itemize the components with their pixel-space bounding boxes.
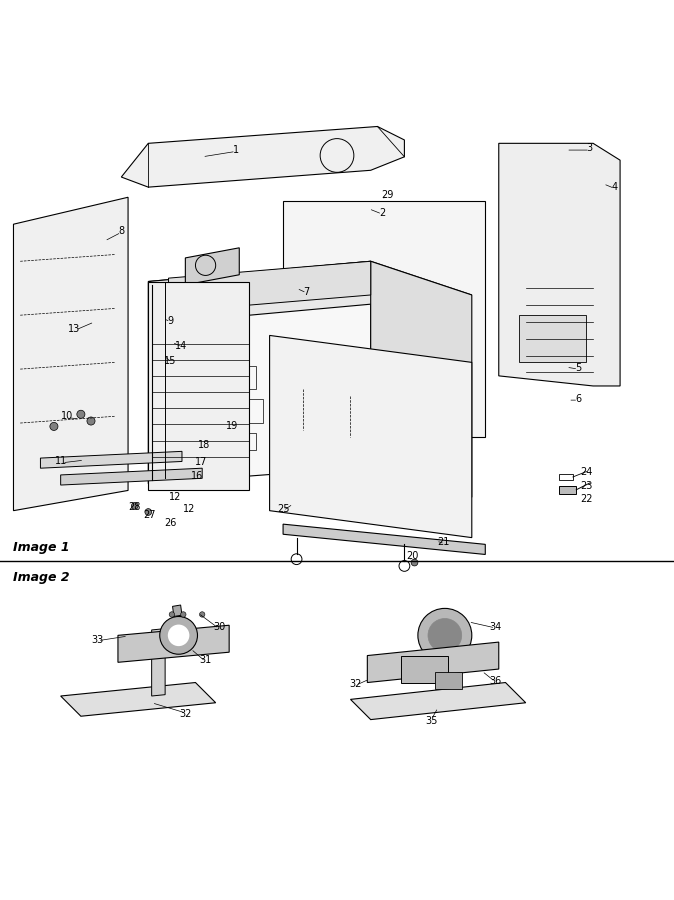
- Bar: [435, 672, 462, 689]
- Bar: [337, 309, 377, 338]
- Polygon shape: [499, 143, 620, 386]
- Text: 21: 21: [437, 537, 450, 547]
- Polygon shape: [152, 628, 165, 696]
- Bar: [519, 315, 586, 363]
- Polygon shape: [185, 248, 239, 285]
- Circle shape: [411, 559, 418, 566]
- Text: 7: 7: [303, 286, 310, 297]
- Circle shape: [145, 508, 152, 516]
- Polygon shape: [148, 261, 371, 483]
- Text: Image 2: Image 2: [13, 572, 70, 584]
- Polygon shape: [367, 642, 499, 682]
- Bar: [559, 486, 576, 494]
- Text: 13: 13: [68, 324, 80, 334]
- Text: 8: 8: [118, 226, 125, 236]
- Text: 31: 31: [200, 655, 212, 665]
- Circle shape: [169, 612, 175, 617]
- Text: 29: 29: [381, 190, 394, 200]
- Text: 23: 23: [580, 481, 592, 491]
- Polygon shape: [118, 626, 229, 662]
- Circle shape: [200, 612, 205, 617]
- Circle shape: [181, 612, 186, 617]
- Polygon shape: [283, 524, 485, 554]
- Text: 35: 35: [425, 716, 437, 726]
- Text: 2: 2: [379, 208, 386, 218]
- Polygon shape: [13, 197, 128, 510]
- Polygon shape: [270, 336, 472, 537]
- Text: 32: 32: [179, 709, 191, 719]
- Text: 19: 19: [226, 421, 239, 431]
- Text: 27: 27: [144, 510, 156, 520]
- Polygon shape: [283, 201, 485, 436]
- Text: 36: 36: [489, 676, 501, 686]
- Text: Image 1: Image 1: [13, 542, 70, 554]
- Bar: [202, 365, 256, 390]
- Text: 18: 18: [198, 439, 210, 450]
- Polygon shape: [40, 451, 182, 468]
- Text: 5: 5: [575, 363, 582, 373]
- Circle shape: [77, 410, 85, 419]
- Polygon shape: [350, 682, 526, 720]
- Text: 12: 12: [183, 504, 195, 514]
- Circle shape: [87, 417, 95, 425]
- Bar: [202, 400, 229, 423]
- Text: 6: 6: [575, 394, 582, 404]
- Text: 4: 4: [611, 182, 618, 192]
- Text: 16: 16: [191, 471, 204, 481]
- Polygon shape: [61, 468, 202, 485]
- Text: 33: 33: [92, 635, 104, 645]
- Polygon shape: [148, 261, 472, 315]
- Text: 14: 14: [175, 340, 187, 350]
- Text: 34: 34: [489, 622, 501, 632]
- Text: 25: 25: [277, 504, 289, 514]
- Bar: [337, 363, 364, 382]
- Text: 32: 32: [350, 679, 362, 688]
- Text: 30: 30: [213, 622, 225, 633]
- Circle shape: [168, 625, 189, 646]
- Text: 22: 22: [580, 493, 592, 503]
- Circle shape: [160, 616, 197, 654]
- Text: 15: 15: [164, 356, 177, 366]
- Circle shape: [428, 618, 462, 652]
- Polygon shape: [371, 261, 472, 497]
- Text: 10: 10: [61, 411, 73, 421]
- Bar: [401, 655, 448, 682]
- Circle shape: [131, 502, 138, 509]
- Text: 17: 17: [195, 457, 207, 467]
- Text: 20: 20: [406, 552, 419, 562]
- Polygon shape: [121, 127, 404, 187]
- Polygon shape: [61, 682, 216, 716]
- Bar: [202, 433, 256, 450]
- Circle shape: [50, 422, 58, 430]
- Text: 9: 9: [167, 316, 174, 326]
- Text: 26: 26: [164, 518, 177, 527]
- Bar: [371, 363, 398, 382]
- Polygon shape: [173, 605, 182, 617]
- Bar: [559, 473, 573, 481]
- Text: 12: 12: [169, 492, 181, 502]
- Text: 3: 3: [586, 143, 593, 153]
- Text: 11: 11: [55, 456, 67, 466]
- Bar: [297, 338, 317, 352]
- Circle shape: [418, 608, 472, 662]
- Polygon shape: [148, 282, 249, 490]
- Bar: [425, 356, 458, 396]
- Text: 24: 24: [580, 466, 592, 477]
- Bar: [236, 400, 263, 423]
- Text: 28: 28: [129, 502, 141, 512]
- Polygon shape: [168, 261, 371, 311]
- Text: 1: 1: [233, 145, 239, 155]
